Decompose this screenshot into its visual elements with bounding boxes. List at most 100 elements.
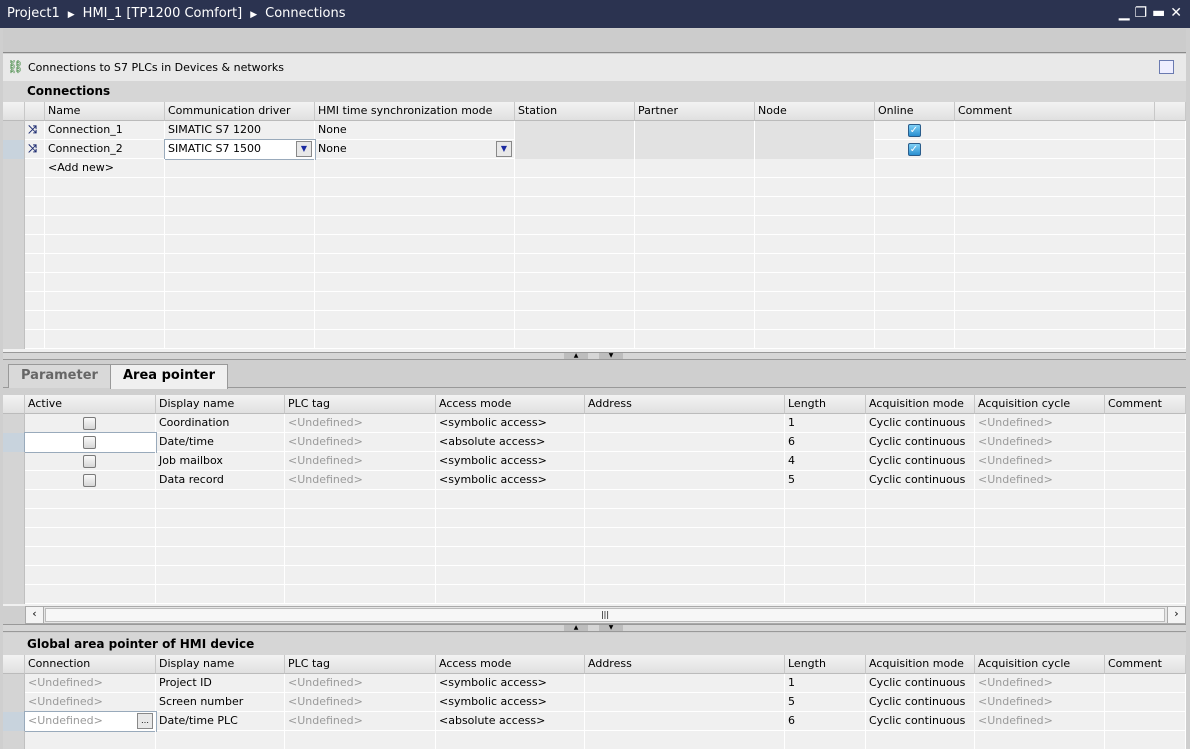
table-cell[interactable]: Cyclic continuous: [866, 674, 975, 693]
table-row[interactable]: <Add new>: [3, 159, 1186, 178]
column-header[interactable]: Comment: [1105, 395, 1186, 414]
plc-tag[interactable]: <Undefined>: [285, 471, 436, 490]
column-header[interactable]: Name: [45, 102, 165, 121]
table-row[interactable]: Data record <Undefined> <symbolic access> 5…: [3, 471, 1186, 490]
table-cell[interactable]: [585, 693, 785, 712]
empty-row[interactable]: [3, 292, 1186, 311]
column-header[interactable]: Partner: [635, 102, 755, 121]
tab-area-pointer[interactable]: Area pointer: [110, 364, 228, 389]
collapse-up-icon[interactable]: ▲: [564, 353, 588, 359]
table-cell[interactable]: [585, 471, 785, 490]
collapse-down-icon[interactable]: ▼: [599, 353, 623, 359]
access-mode[interactable]: <symbolic access>: [436, 471, 585, 490]
driver-select[interactable]: SIMATIC S7 1200: [165, 121, 315, 140]
table-row[interactable]: <Undefined> Project ID <Undefined> <symboli…: [3, 674, 1186, 693]
table-cell[interactable]: Cyclic continuous: [866, 452, 975, 471]
table-row[interactable]: Job mailbox <Undefined> <symbolic access> 4…: [3, 452, 1186, 471]
table-cell[interactable]: [585, 674, 785, 693]
row-header[interactable]: [3, 712, 25, 731]
comment-cell[interactable]: [955, 121, 1155, 140]
checkbox[interactable]: [83, 436, 96, 449]
column-header[interactable]: Communication driver: [165, 102, 315, 121]
row-header[interactable]: [3, 528, 25, 547]
row-header[interactable]: [3, 159, 25, 178]
checkbox[interactable]: ✓: [907, 124, 921, 137]
table-cell[interactable]: Cyclic continuous: [866, 433, 975, 452]
collapse-down-icon[interactable]: ▼: [599, 625, 623, 631]
connection-select[interactable]: <Undefined>…: [24, 711, 157, 732]
table-cell[interactable]: [585, 433, 785, 452]
row-header[interactable]: [3, 273, 25, 292]
table-row[interactable]: Coordination <Undefined> <symbolic access>…: [3, 414, 1186, 433]
table-cell[interactable]: [585, 452, 785, 471]
row-header[interactable]: [3, 140, 25, 159]
table-cell[interactable]: [585, 712, 785, 731]
row-header[interactable]: [3, 490, 25, 509]
empty-row[interactable]: [3, 566, 1186, 585]
plc-tag[interactable]: <Undefined>: [285, 414, 436, 433]
empty-row[interactable]: [3, 235, 1186, 254]
table-cell[interactable]: [585, 414, 785, 433]
table-cell[interactable]: Cyclic continuous: [866, 693, 975, 712]
table-cell[interactable]: <Undefined>: [975, 471, 1105, 490]
column-header[interactable]: Acquisition mode: [866, 395, 975, 414]
column-header[interactable]: HMI time synchronization mode: [315, 102, 515, 121]
table-cell[interactable]: [1105, 433, 1186, 452]
access-mode[interactable]: <absolute access>: [436, 433, 585, 452]
access-mode[interactable]: <symbolic access>: [436, 693, 585, 712]
table-cell[interactable]: [1105, 693, 1186, 712]
empty-row[interactable]: [3, 330, 1186, 349]
table-cell[interactable]: [1105, 452, 1186, 471]
column-header[interactable]: Node: [755, 102, 875, 121]
dropdown-arrow-icon[interactable]: ▼: [496, 141, 512, 157]
empty-row[interactable]: [3, 273, 1186, 292]
table-row[interactable]: <Undefined>… Date/time PLC <Undefined> <abs…: [3, 711, 1186, 732]
splitter[interactable]: ▲ ▼: [3, 624, 1186, 632]
access-mode[interactable]: <symbolic access>: [436, 452, 585, 471]
connection-name[interactable]: Connection_1: [45, 121, 165, 140]
table-cell[interactable]: [1105, 414, 1186, 433]
connection-select[interactable]: <Undefined>: [25, 674, 156, 693]
table-settings-icon[interactable]: [1159, 60, 1174, 74]
tab-parameter[interactable]: Parameter: [8, 364, 111, 388]
active-cell[interactable]: [24, 432, 157, 453]
row-header[interactable]: [3, 254, 25, 273]
row-header[interactable]: [3, 509, 25, 528]
column-header[interactable]: Access mode: [436, 655, 585, 674]
network-icon[interactable]: ⛓: [7, 60, 24, 75]
table-cell[interactable]: Cyclic continuous: [866, 712, 975, 731]
sync-mode-select[interactable]: None ▼: [315, 140, 515, 159]
add-new-row[interactable]: <Add new>: [45, 159, 165, 178]
scroll-thumb[interactable]: |||: [45, 608, 1165, 622]
empty-row[interactable]: [3, 254, 1186, 273]
restore-icon[interactable]: ❐: [1134, 5, 1148, 21]
empty-row[interactable]: [3, 490, 1186, 509]
column-header[interactable]: Station: [515, 102, 635, 121]
row-header[interactable]: [3, 330, 25, 349]
table-cell[interactable]: [1105, 471, 1186, 490]
driver-select[interactable]: SIMATIC S7 1500 ▼: [164, 139, 316, 160]
column-header[interactable]: Acquisition mode: [866, 655, 975, 674]
column-header[interactable]: Display name: [156, 395, 285, 414]
column-header[interactable]: Acquisition cycle: [975, 655, 1105, 674]
table-cell[interactable]: <Undefined>: [975, 674, 1105, 693]
ellipsis-button[interactable]: …: [137, 713, 153, 729]
table-cell[interactable]: Cyclic continuous: [866, 414, 975, 433]
table-cell[interactable]: Cyclic continuous: [866, 471, 975, 490]
active-cell[interactable]: [25, 414, 156, 433]
column-header[interactable]: Connection: [25, 655, 156, 674]
row-header[interactable]: [3, 216, 25, 235]
row-header[interactable]: [3, 547, 25, 566]
column-header[interactable]: Length: [785, 395, 866, 414]
table-cell[interactable]: [1105, 674, 1186, 693]
scroll-right-icon[interactable]: ›: [1167, 607, 1185, 623]
empty-row[interactable]: [3, 178, 1186, 197]
column-header[interactable]: Access mode: [436, 395, 585, 414]
column-header[interactable]: Acquisition cycle: [975, 395, 1105, 414]
checkbox[interactable]: [83, 417, 96, 430]
row-header[interactable]: [3, 197, 25, 216]
row-header[interactable]: [3, 235, 25, 254]
empty-row[interactable]: [3, 509, 1186, 528]
column-header[interactable]: Comment: [955, 102, 1155, 121]
column-header[interactable]: Online: [875, 102, 955, 121]
